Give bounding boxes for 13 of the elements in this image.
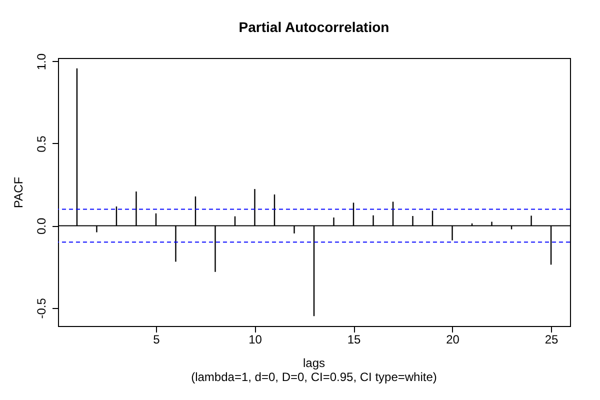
- x-tick-label: 10: [248, 332, 262, 346]
- y-tick-label: -0.5: [34, 298, 48, 319]
- x-tick-label: 25: [544, 332, 559, 346]
- y-tick-label: 0.0: [34, 218, 48, 235]
- x-tick-label: 15: [347, 332, 361, 346]
- y-tick-label: 0.5: [34, 135, 48, 152]
- chart-title: Partial Autocorrelation: [238, 18, 390, 35]
- y-axis-title: PACF: [12, 176, 26, 208]
- y-tick-label: 1.0: [34, 53, 48, 70]
- x-axis-title: lags: [302, 356, 326, 370]
- x-tick-label: 20: [446, 332, 460, 346]
- text: (lambda=1, d=0, D=0, CI=0.95, CI type=white): [191, 370, 437, 384]
- x-tick-label: 5: [153, 332, 160, 346]
